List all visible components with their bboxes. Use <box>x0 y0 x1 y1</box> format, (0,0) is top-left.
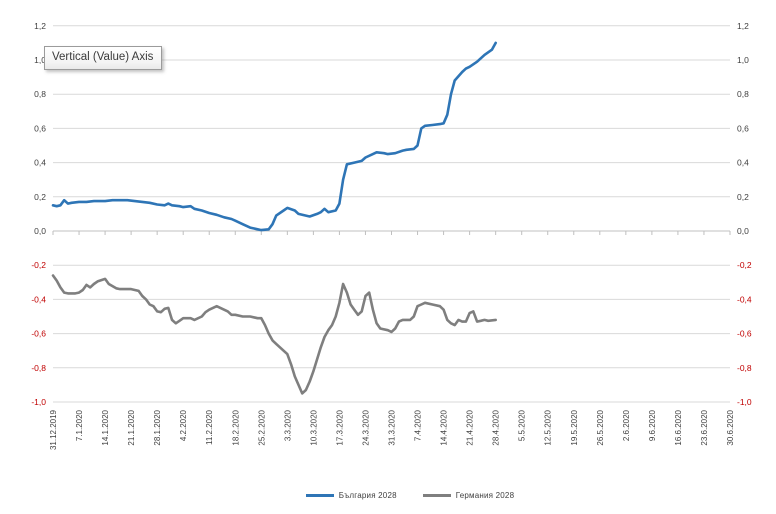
y-axis-labels-right[interactable]: 1,2 1,0 0,8 0,6 0,4 0,2 0,0 -0,2 -0,4 -0,6 -0,8 -1,… <box>737 21 752 407</box>
y-axis-label[interactable]: 0,8 <box>34 89 46 99</box>
axis-tooltip: Vertical (Value) Axis <box>44 46 163 70</box>
legend: България 2028 Германия 2028 <box>22 491 776 500</box>
y-axis-label[interactable]: 1,0 <box>737 55 749 65</box>
y-axis-label[interactable]: 0,6 <box>737 123 749 133</box>
x-axis-label[interactable]: 31.3.2020 <box>388 409 397 445</box>
x-axis-label[interactable]: 25.2.2020 <box>257 409 266 445</box>
y-axis-label[interactable]: -0,4 <box>737 294 752 304</box>
y-axis-label[interactable]: 0,0 <box>34 226 46 236</box>
legend-label-bulgaria: България 2028 <box>338 491 397 500</box>
x-axis-label[interactable]: 12.5.2020 <box>544 409 553 445</box>
y-axis-label[interactable]: 1,2 <box>737 21 749 31</box>
x-axis-label[interactable]: 14.4.2020 <box>440 409 449 445</box>
x-axis-label[interactable]: 2.6.2020 <box>622 409 631 441</box>
legend-label-germany: Германия 2028 <box>455 491 515 500</box>
y-axis-label[interactable]: 1,2 <box>34 21 46 31</box>
y-axis-label[interactable]: 1,0 <box>34 55 46 65</box>
x-axis-label[interactable]: 11.2.2020 <box>205 409 214 445</box>
x-axis-label[interactable]: 30.6.2020 <box>726 409 735 445</box>
series-lines <box>51 41 498 395</box>
x-axis-label[interactable]: 16.6.2020 <box>674 409 683 445</box>
x-axis-label[interactable]: 19.5.2020 <box>570 409 579 445</box>
y-axis-labels-left[interactable]: 1,2 1,0 0,8 0,6 0,4 0,2 0,0 -0,2 -0,4 -0,6 -0,8 -1,… <box>31 21 46 407</box>
x-axis-label[interactable]: 24.3.2020 <box>361 409 370 445</box>
y-axis-label[interactable]: 0,8 <box>737 89 749 99</box>
y-axis-label[interactable]: -0,4 <box>31 294 46 304</box>
x-axis-label[interactable]: 26.5.2020 <box>596 409 605 445</box>
legend-item-germany[interactable]: Германия 2028 <box>422 491 515 500</box>
x-axis-label[interactable]: 18.2.2020 <box>231 409 240 445</box>
y-axis-label[interactable]: -0,6 <box>737 329 752 339</box>
y-axis-label[interactable]: -0,8 <box>31 363 46 373</box>
legend-item-bulgaria[interactable]: България 2028 <box>305 491 397 500</box>
zero-axis-line[interactable] <box>52 230 731 235</box>
x-axis-label[interactable]: 3.3.2020 <box>283 409 292 441</box>
y-axis-label[interactable]: 0,0 <box>737 226 749 236</box>
x-axis-label[interactable]: 14.1.2020 <box>101 409 110 445</box>
gridlines <box>53 25 730 403</box>
x-axis-label[interactable]: 21.1.2020 <box>127 409 136 445</box>
x-axis-label[interactable]: 21.4.2020 <box>466 409 475 445</box>
y-axis-label[interactable]: -0,2 <box>31 260 46 270</box>
y-axis-label[interactable]: 0,2 <box>34 192 46 202</box>
legend-line-sample-germany <box>422 494 451 497</box>
x-axis-label[interactable]: 10.3.2020 <box>309 409 318 445</box>
x-axis-label[interactable]: 7.1.2020 <box>75 409 84 441</box>
y-axis-label[interactable]: -1,0 <box>31 397 46 407</box>
legend-line-sample-bulgaria <box>305 494 334 497</box>
y-axis-label[interactable]: -0,2 <box>737 260 752 270</box>
x-axis-label[interactable]: 7.4.2020 <box>414 409 423 441</box>
bulgaria-series-line[interactable] <box>51 41 498 232</box>
y-axis-label[interactable]: -0,8 <box>737 363 752 373</box>
germany-series-line[interactable] <box>51 274 498 395</box>
x-axis-label[interactable]: 28.4.2020 <box>492 409 501 445</box>
x-axis-label[interactable]: 9.6.2020 <box>648 409 657 441</box>
x-axis-labels[interactable]: 31.12.2019 7.1.2020 14.1.2020 21.1.2020 28.1… <box>49 409 735 450</box>
x-axis-label[interactable]: 5.5.2020 <box>518 409 527 441</box>
y-axis-label[interactable]: 0,4 <box>34 158 46 168</box>
y-axis-label[interactable]: -1,0 <box>737 397 752 407</box>
x-axis-label[interactable]: 17.3.2020 <box>335 409 344 445</box>
x-axis-label[interactable]: 31.12.2019 <box>49 409 58 450</box>
y-axis-label[interactable]: 0,2 <box>737 192 749 202</box>
x-axis-label[interactable]: 28.1.2020 <box>153 409 162 445</box>
x-axis-label[interactable]: 4.2.2020 <box>179 409 188 441</box>
y-axis-label[interactable]: 0,4 <box>737 158 749 168</box>
x-axis-label[interactable]: 23.6.2020 <box>700 409 709 445</box>
y-axis-label[interactable]: 0,6 <box>34 123 46 133</box>
y-axis-label[interactable]: -0,6 <box>31 329 46 339</box>
